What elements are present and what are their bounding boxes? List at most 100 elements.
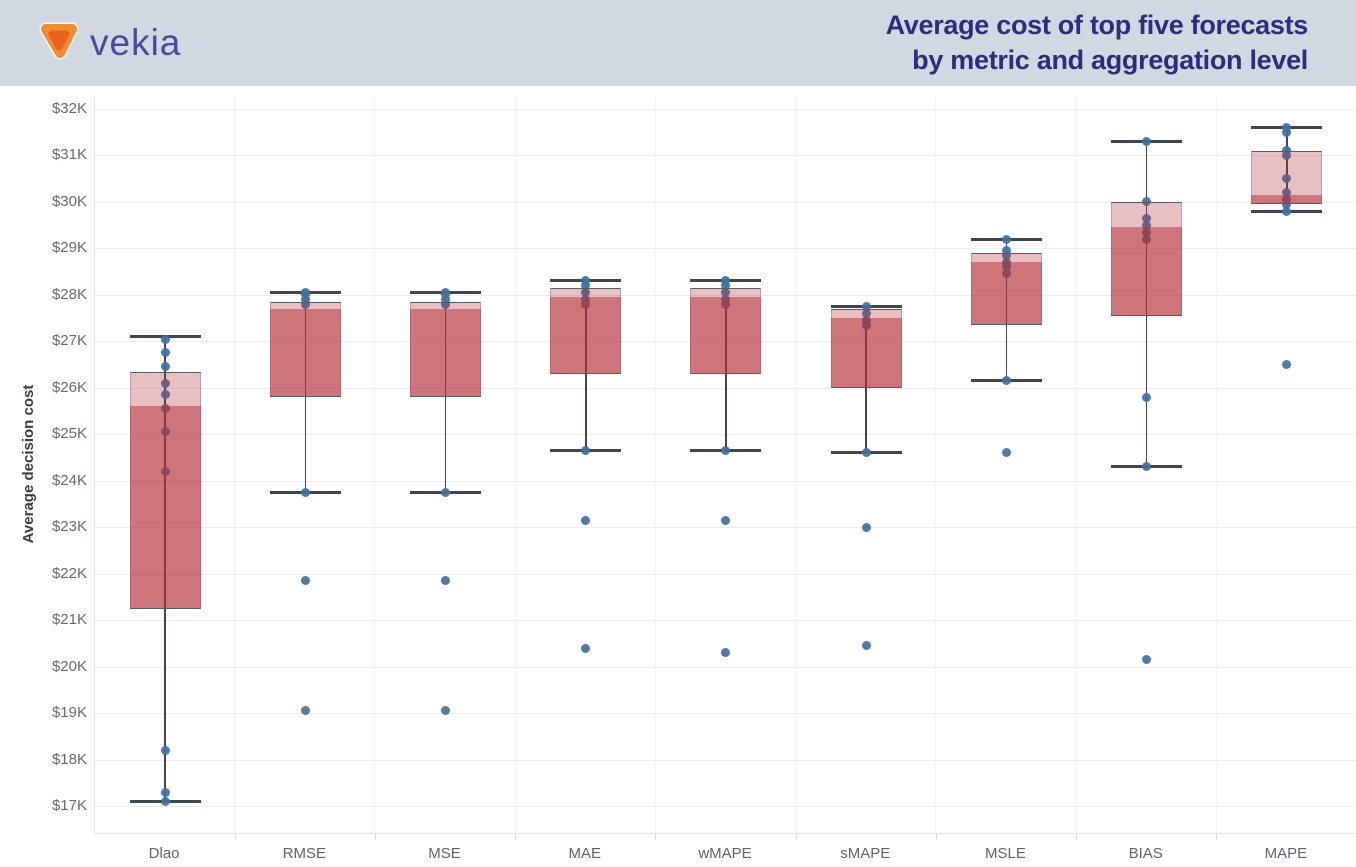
- data-point[interactable]: [300, 299, 310, 309]
- data-point[interactable]: [300, 487, 310, 497]
- data-point[interactable]: [721, 288, 731, 298]
- y-tick-label: $28K: [51, 285, 87, 303]
- y-tick-label: $24K: [51, 471, 87, 489]
- data-point[interactable]: [581, 276, 591, 286]
- data-point[interactable]: [1142, 392, 1152, 402]
- data-point[interactable]: [861, 522, 871, 532]
- data-point[interactable]: [300, 290, 310, 300]
- plot-area: [94, 95, 1356, 840]
- chart-title: Average cost of top five forecasts by me…: [886, 8, 1309, 78]
- data-point[interactable]: [1282, 123, 1292, 133]
- box-lower-segment[interactable]: [690, 297, 762, 374]
- box-lower-segment[interactable]: [1111, 227, 1183, 316]
- data-point[interactable]: [1282, 127, 1292, 137]
- data-point[interactable]: [721, 446, 731, 456]
- vekia-logo: vekia: [38, 22, 181, 62]
- box-upper-segment[interactable]: [970, 253, 1042, 263]
- data-point[interactable]: [861, 308, 871, 318]
- data-point[interactable]: [160, 334, 170, 344]
- header-banner: vekia Average cost of top five forecasts…: [0, 0, 1356, 86]
- data-point[interactable]: [581, 515, 591, 525]
- data-point[interactable]: [441, 290, 451, 300]
- data-point[interactable]: [1282, 150, 1292, 160]
- data-point[interactable]: [160, 745, 170, 755]
- data-point[interactable]: [1001, 250, 1011, 260]
- x-axis-label-MAE: MAE: [568, 845, 602, 862]
- data-point[interactable]: [861, 448, 871, 458]
- category-column-BIAS: [1077, 95, 1217, 833]
- box-upper-segment[interactable]: [690, 287, 762, 298]
- data-point[interactable]: [721, 281, 731, 291]
- data-point[interactable]: [1142, 655, 1152, 665]
- data-point[interactable]: [300, 706, 310, 716]
- y-tick-label: $30K: [51, 192, 87, 210]
- y-tick-label: $22K: [51, 564, 87, 582]
- data-point[interactable]: [1282, 174, 1292, 184]
- box-lower-segment[interactable]: [410, 308, 482, 398]
- box-upper-segment[interactable]: [1111, 201, 1183, 228]
- x-axis-label-Dlao: Dlao: [148, 845, 180, 862]
- x-axis-label-MAPE: MAPE: [1264, 845, 1308, 862]
- data-point[interactable]: [1142, 137, 1152, 147]
- data-point[interactable]: [1001, 448, 1011, 458]
- data-point[interactable]: [441, 576, 451, 586]
- x-axis-label-BIAS: BIAS: [1128, 845, 1163, 862]
- data-point[interactable]: [1001, 376, 1011, 386]
- data-point[interactable]: [1282, 199, 1292, 209]
- box-lower-segment[interactable]: [830, 318, 902, 388]
- data-point[interactable]: [861, 641, 871, 651]
- data-point[interactable]: [581, 288, 591, 298]
- x-axis-tick: [234, 834, 236, 840]
- data-point[interactable]: [1282, 206, 1292, 216]
- data-point[interactable]: [160, 787, 170, 797]
- box-upper-segment[interactable]: [550, 287, 622, 298]
- data-point[interactable]: [441, 487, 451, 497]
- data-point[interactable]: [441, 706, 451, 716]
- chart-title-line2: by metric and aggregation level: [912, 45, 1308, 75]
- data-point[interactable]: [441, 299, 451, 309]
- data-point[interactable]: [721, 515, 731, 525]
- chart-region: Average decision cost $32K $31K $30K $29K $2…: [0, 86, 1356, 867]
- data-point[interactable]: [441, 295, 451, 304]
- data-point[interactable]: [1142, 213, 1152, 223]
- data-point[interactable]: [1001, 234, 1011, 244]
- vekia-logo-text: vekia: [90, 21, 182, 63]
- y-tick-label: $23K: [51, 518, 87, 536]
- data-point[interactable]: [1282, 360, 1292, 370]
- box-upper-segment[interactable]: [129, 371, 201, 407]
- x-axis-tick: [1076, 834, 1078, 840]
- y-gridline-20K: [95, 666, 1356, 668]
- box-upper-segment[interactable]: [830, 308, 902, 319]
- data-point[interactable]: [721, 276, 731, 286]
- data-point[interactable]: [160, 378, 170, 388]
- data-point[interactable]: [721, 648, 731, 658]
- box-upper-segment[interactable]: [269, 301, 341, 309]
- category-column-Dlao: [95, 95, 236, 833]
- data-point[interactable]: [1282, 188, 1292, 198]
- data-point[interactable]: [160, 796, 170, 806]
- y-gridline-22K: [95, 573, 1356, 575]
- box-lower-segment[interactable]: [129, 406, 201, 609]
- x-axis-tick: [1216, 834, 1218, 840]
- data-point[interactable]: [581, 446, 591, 456]
- box-upper-segment[interactable]: [410, 301, 482, 309]
- box-lower-segment[interactable]: [1251, 194, 1323, 205]
- y-gridline-29K: [95, 248, 1356, 250]
- y-gridline-17K: [95, 806, 1356, 808]
- data-point[interactable]: [581, 281, 591, 291]
- data-point[interactable]: [1001, 246, 1011, 256]
- box-lower-segment[interactable]: [550, 297, 622, 374]
- data-point[interactable]: [581, 643, 591, 653]
- box-lower-segment[interactable]: [269, 308, 341, 398]
- data-point[interactable]: [861, 301, 871, 311]
- data-point[interactable]: [300, 295, 310, 304]
- data-point[interactable]: [160, 390, 170, 400]
- box-lower-segment[interactable]: [970, 262, 1042, 326]
- data-point[interactable]: [300, 576, 310, 586]
- data-point[interactable]: [160, 348, 170, 358]
- data-point[interactable]: [1142, 220, 1152, 230]
- y-tick-label: $26K: [51, 378, 87, 396]
- data-point[interactable]: [160, 362, 170, 372]
- data-point[interactable]: [1142, 462, 1152, 472]
- box-upper-segment[interactable]: [1251, 150, 1323, 195]
